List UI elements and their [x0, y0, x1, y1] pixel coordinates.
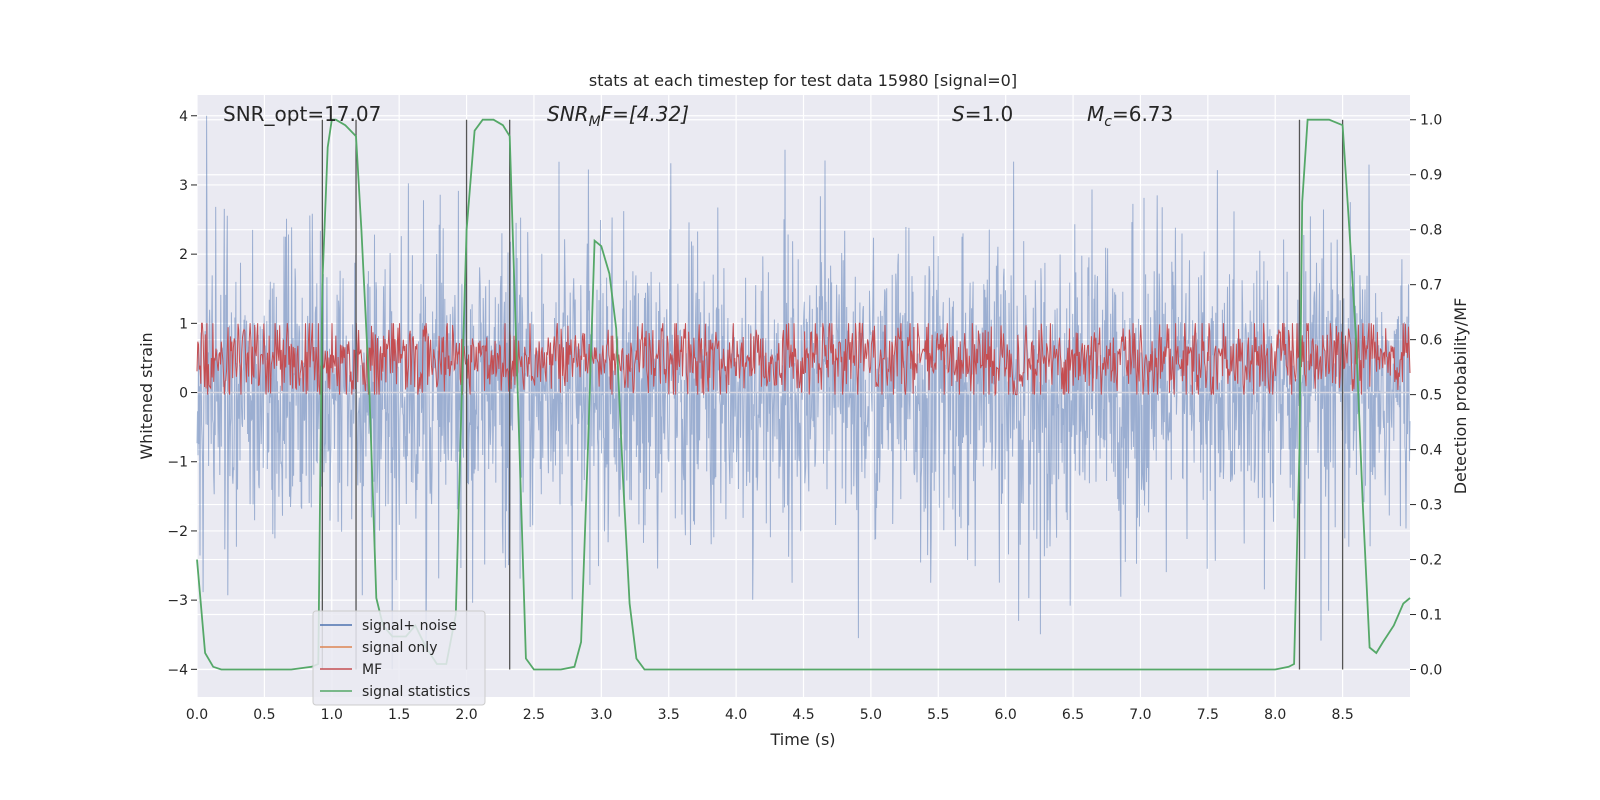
y2-tick-label: 0.4: [1420, 443, 1442, 459]
annotation-s: S=1.0: [952, 102, 1013, 126]
legend-label-signal-noise: signal+ noise: [362, 618, 457, 634]
y-tick-label: −3: [167, 593, 188, 609]
y-tick-label: −1: [167, 455, 188, 471]
y-tick-label: 4: [179, 109, 188, 125]
x-tick-label: 8.0: [1264, 707, 1286, 723]
x-tick-label: 4.5: [792, 707, 814, 723]
legend-box: [312, 610, 486, 706]
y2-tick-label: 0.3: [1420, 498, 1442, 514]
annotation-snr-opt: SNR_opt=17.07: [223, 102, 381, 126]
legend: signal+ noise signal only MF signal stat…: [312, 610, 486, 706]
x-tick-label: 4.0: [725, 707, 747, 723]
y2-axis-label: Detection probability/MF: [1451, 298, 1470, 495]
x-tick-label: 5.5: [927, 707, 949, 723]
annotation-mc: Mc=6.73: [1087, 102, 1173, 130]
legend-label-mf: MF: [362, 662, 382, 678]
series-mf: [196, 322, 1411, 397]
x-tick-label: 1.0: [321, 707, 343, 723]
y-tick-label: 0: [179, 386, 188, 402]
legend-label-signal-statistics: signal statistics: [362, 684, 470, 700]
y2-tick-label: 0.8: [1420, 223, 1442, 239]
y2-tick-label: 0.7: [1420, 278, 1442, 294]
x-tick-label: 7.0: [1129, 707, 1151, 723]
y-tick-label: −2: [167, 524, 188, 540]
axis-ticks: 0.0 0.5 1.0 1.5 2.0 2.5 3.0 3.5 4.0 4.5 5.0 5.5 6.0 6…: [167, 109, 1442, 723]
x-tick-label: 0.0: [186, 707, 208, 723]
grid-lines: [196, 95, 1410, 697]
x-tick-label: 6.5: [1062, 707, 1084, 723]
legend-label-signal-only: signal only: [362, 640, 437, 656]
x-tick-label: 5.0: [860, 707, 882, 723]
x-tick-label: 1.5: [388, 707, 410, 723]
x-tick-label: 2.0: [455, 707, 477, 723]
x-tick-label: 3.0: [590, 707, 612, 723]
annotation-snr-mf: SNRMF=[4.32]: [547, 102, 689, 130]
y-tick-label: 3: [179, 178, 188, 194]
detection-markers: [321, 119, 1344, 670]
y2-tick-label: 0.2: [1420, 553, 1442, 569]
y-axis-label: Whitened strain: [137, 332, 156, 459]
signal-statistics-line: [196, 118, 1411, 671]
x-axis-label: Time (s): [769, 730, 835, 749]
y2-tick-label: 1.0: [1420, 113, 1442, 129]
chart-title: stats at each timestep for test data 159…: [589, 71, 1017, 90]
series-signal-noise: [196, 115, 1411, 670]
x-tick-label: 6.0: [995, 707, 1017, 723]
x-tick-label: 2.5: [523, 707, 545, 723]
y2-tick-label: 0.9: [1420, 168, 1442, 184]
x-tick-label: 3.5: [658, 707, 680, 723]
y-tick-label: 2: [179, 247, 188, 263]
signal-noise-line: [196, 115, 1411, 670]
y2-tick-label: 0.1: [1420, 608, 1442, 624]
y2-tick-label: 0.6: [1420, 333, 1442, 349]
y2-tick-label: 0.0: [1420, 663, 1442, 679]
y2-tick-label: 0.5: [1420, 388, 1442, 404]
series-signal-statistics: [196, 118, 1411, 671]
x-tick-label: 8.5: [1331, 707, 1353, 723]
x-tick-label: 0.5: [253, 707, 275, 723]
mf-line: [196, 322, 1411, 397]
y-tick-label: 1: [179, 316, 188, 332]
y-tick-label: −4: [167, 662, 188, 678]
x-tick-label: 7.5: [1197, 707, 1219, 723]
